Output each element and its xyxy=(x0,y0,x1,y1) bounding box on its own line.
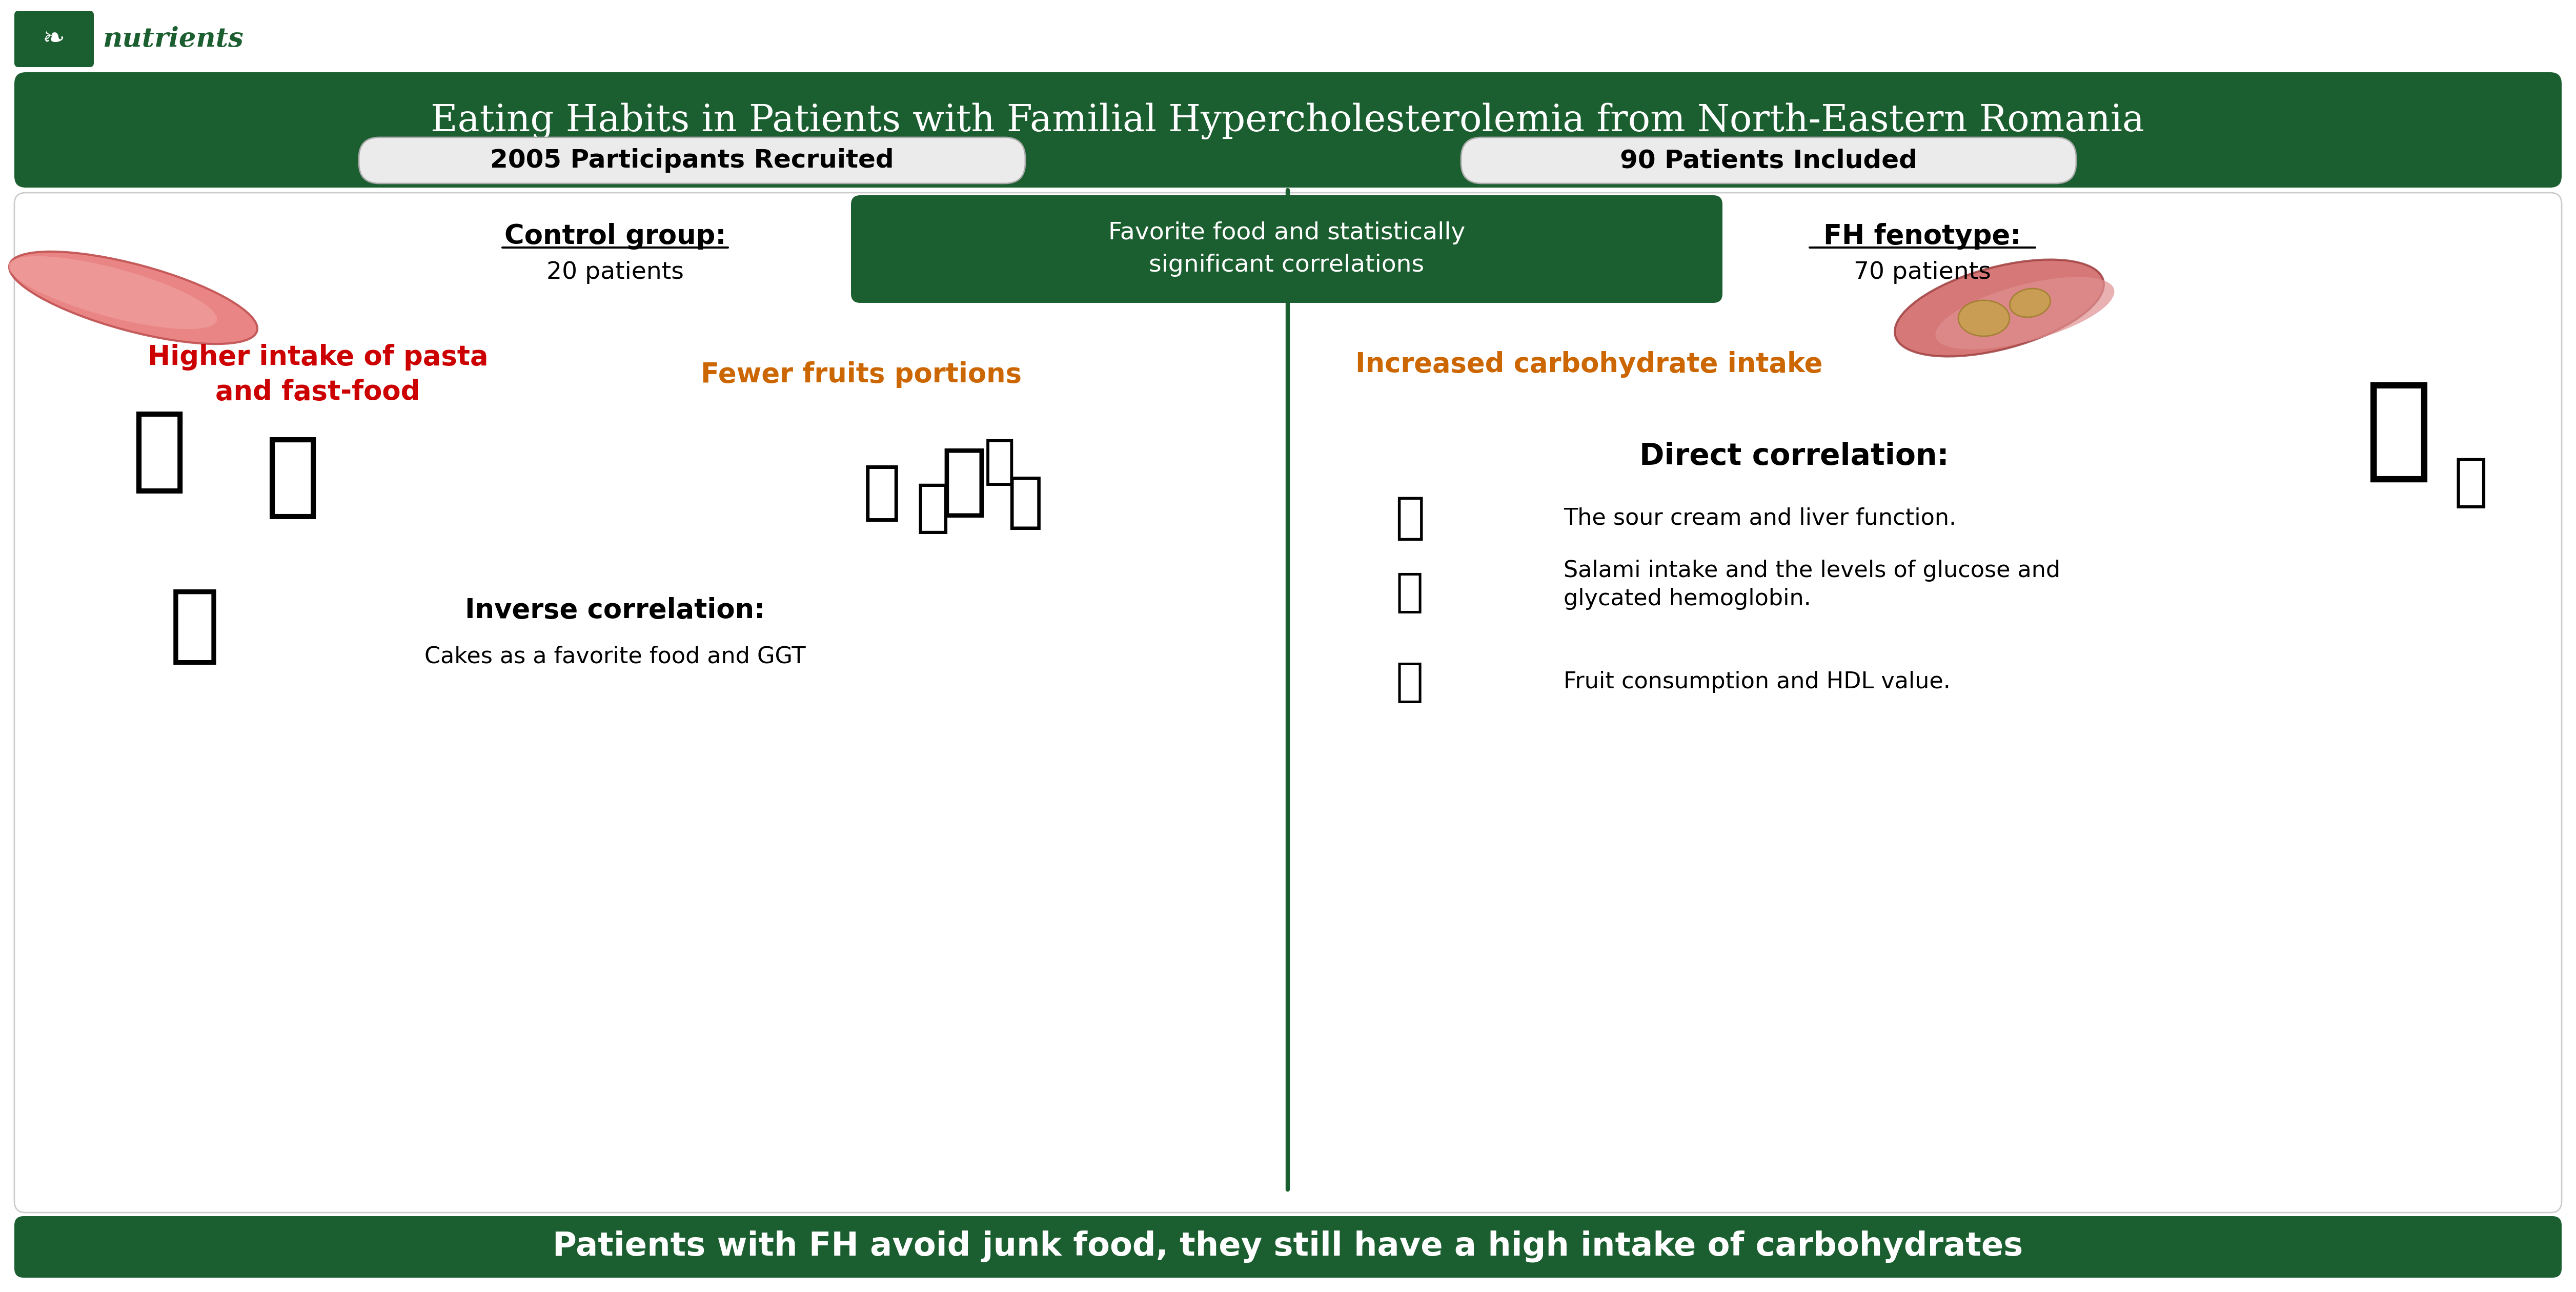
FancyBboxPatch shape xyxy=(358,137,1025,183)
Text: nutrients: nutrients xyxy=(103,26,245,52)
Text: 🍊: 🍊 xyxy=(863,461,902,523)
Text: 🍇: 🍇 xyxy=(917,481,951,535)
Text: Higher intake of pasta
and fast-food: Higher intake of pasta and fast-food xyxy=(147,344,489,406)
Text: 🫘: 🫘 xyxy=(2455,455,2488,509)
Text: Salami intake and the levels of glucose and
glycated hemoglobin.: Salami intake and the levels of glucose … xyxy=(1564,559,2061,610)
Text: Inverse correlation:: Inverse correlation: xyxy=(466,597,765,624)
FancyBboxPatch shape xyxy=(15,10,93,67)
Text: Favorite food and statistically
significant correlations: Favorite food and statistically signific… xyxy=(1108,221,1466,276)
Text: 🍇: 🍇 xyxy=(1396,660,1425,704)
Text: 🍉: 🍉 xyxy=(940,444,987,521)
FancyBboxPatch shape xyxy=(15,72,2561,187)
Text: Cakes as a favorite food and GGT: Cakes as a favorite food and GGT xyxy=(425,646,806,668)
FancyBboxPatch shape xyxy=(850,195,1723,302)
Text: Direct correlation:: Direct correlation: xyxy=(1638,442,1950,472)
Text: 70 patients: 70 patients xyxy=(1855,261,1991,284)
Text: 90 Patients Included: 90 Patients Included xyxy=(1620,149,1917,173)
Text: 🌭: 🌭 xyxy=(1396,570,1425,615)
FancyBboxPatch shape xyxy=(1461,137,2076,183)
Ellipse shape xyxy=(1958,300,2009,336)
Ellipse shape xyxy=(1935,276,2115,349)
Text: 🍝: 🍝 xyxy=(131,407,185,496)
Text: 🍔: 🍔 xyxy=(265,432,319,522)
Text: Fruit consumption and HDL value.: Fruit consumption and HDL value. xyxy=(1564,671,1950,693)
Ellipse shape xyxy=(2009,288,2050,318)
Text: Patients with FH avoid junk food, they still have a high intake of carbohydrates: Patients with FH avoid junk food, they s… xyxy=(554,1231,2022,1264)
Ellipse shape xyxy=(10,252,258,344)
Text: ❧: ❧ xyxy=(41,26,64,52)
Text: The sour cream and liver function.: The sour cream and liver function. xyxy=(1564,508,1955,530)
FancyBboxPatch shape xyxy=(15,193,2561,1213)
Text: Control group:: Control group: xyxy=(505,224,726,249)
Text: 🍎: 🍎 xyxy=(1007,473,1043,532)
Text: 20 patients: 20 patients xyxy=(546,261,683,284)
Text: 🧁: 🧁 xyxy=(170,584,222,668)
Ellipse shape xyxy=(1896,260,2105,357)
Text: Eating Habits in Patients with Familial Hypercholesterolemia from North-Eastern : Eating Habits in Patients with Familial … xyxy=(430,102,2146,140)
Text: Fewer fruits portions: Fewer fruits portions xyxy=(701,362,1023,388)
Text: 🍑: 🍑 xyxy=(984,435,1015,487)
Text: 🥣: 🥣 xyxy=(1394,495,1425,541)
Text: 2005 Participants Recruited: 2005 Participants Recruited xyxy=(489,149,894,173)
Text: FH fenotype:: FH fenotype: xyxy=(1824,224,2022,249)
FancyBboxPatch shape xyxy=(15,1216,2561,1278)
Ellipse shape xyxy=(8,256,216,329)
Text: 🍞: 🍞 xyxy=(2365,376,2434,486)
Text: Increased carbohydrate intake: Increased carbohydrate intake xyxy=(1355,351,1824,377)
